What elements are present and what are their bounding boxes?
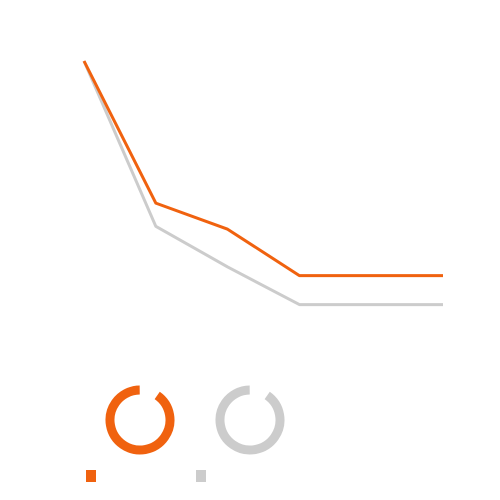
series-1-line [82, 60, 443, 278]
legend-swatch-icon [86, 470, 96, 482]
legend-ring-icon [215, 385, 285, 455]
legend-swatch-icon [196, 470, 206, 482]
legend [86, 385, 285, 482]
legend-entry-2 [196, 385, 285, 482]
legend-ring-icon [105, 385, 175, 455]
plot-area [82, 60, 443, 307]
legend-entry-1 [86, 385, 175, 482]
series-2-line [82, 60, 443, 307]
